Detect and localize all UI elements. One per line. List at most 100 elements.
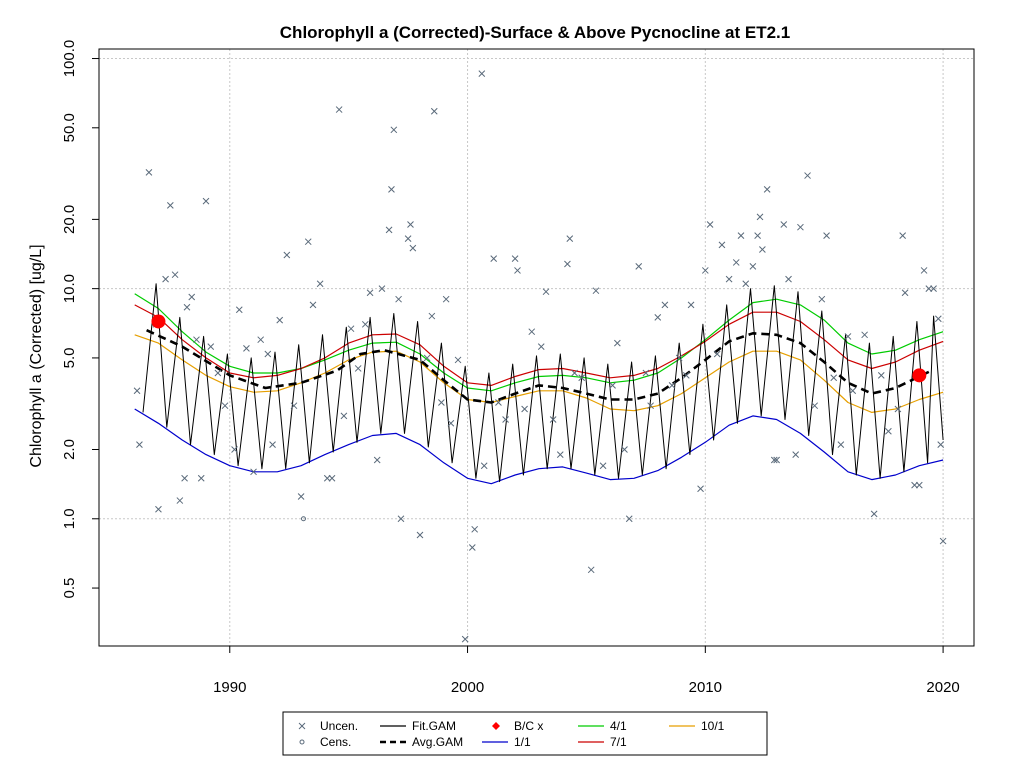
uncensored-point — [937, 441, 945, 448]
legend-label: Uncen. — [320, 719, 358, 733]
uncensored-point — [732, 259, 740, 266]
uncensored-point — [830, 374, 838, 382]
uncensored-point — [283, 251, 291, 259]
uncensored-point — [495, 399, 502, 406]
uncensored-point — [197, 474, 205, 482]
uncensored-point — [939, 537, 947, 545]
uncensored-point — [136, 441, 143, 448]
uncensored-point — [861, 331, 868, 339]
legend-label: 7/1 — [610, 735, 627, 749]
uncensored-point — [304, 238, 312, 246]
uncensored-point — [423, 354, 431, 362]
uncensored-point — [759, 246, 766, 253]
legend-label: Avg.GAM — [412, 735, 463, 749]
uncensored-point — [468, 544, 476, 551]
series-line-fit-gam — [142, 283, 944, 483]
uncensored-point — [454, 356, 462, 364]
y-tick-label: 50.0 — [61, 113, 78, 142]
legend-item-avg-gam: Avg.GAM — [380, 735, 463, 749]
uncensored-point — [145, 169, 153, 176]
legend-item-pct-1-1: 1/1 — [482, 735, 531, 749]
uncensored-point — [447, 419, 455, 427]
uncensored-point — [647, 402, 654, 410]
uncensored-point — [668, 382, 676, 389]
uncensored-point — [514, 267, 521, 274]
uncensored-point — [625, 515, 633, 523]
uncensored-point — [188, 293, 196, 301]
uncensored-point — [193, 336, 200, 344]
uncensored-point — [542, 288, 550, 296]
uncensored-point — [309, 301, 317, 309]
uncensored-point — [155, 505, 162, 513]
uncensored-point — [428, 312, 436, 320]
uncensored-point — [899, 232, 907, 239]
uncensored-point — [416, 531, 424, 539]
uncensored-point — [290, 402, 298, 410]
uncensored-point — [133, 387, 141, 395]
bc-point — [912, 368, 927, 383]
series-line-pct-10-1 — [134, 334, 944, 413]
y-tick-label: 1.0 — [61, 508, 78, 529]
uncensored-point — [818, 295, 826, 303]
uncensored-point — [166, 202, 174, 209]
uncensored-point — [385, 226, 393, 234]
uncensored-point — [849, 387, 857, 395]
legend-symbol — [299, 739, 305, 745]
bc-point — [151, 314, 166, 329]
uncensored-point — [713, 350, 721, 358]
uncensored-point — [480, 462, 488, 470]
uncensored-point — [718, 241, 726, 249]
series-line-pct-7-1 — [134, 304, 944, 386]
legend-item-censored: Cens. — [299, 735, 351, 749]
uncensored-point — [592, 287, 600, 295]
legend-box — [282, 711, 768, 756]
uncensored-point — [323, 474, 331, 482]
uncensored-point — [395, 295, 402, 303]
uncensored-point — [556, 451, 564, 458]
uncensored-point — [566, 235, 574, 242]
uncensored-point — [770, 456, 778, 464]
uncensored-point — [811, 402, 819, 410]
uncensored-point — [471, 525, 479, 533]
uncensored-point — [407, 221, 414, 228]
uncensored-point — [537, 343, 545, 350]
uncensored-point — [920, 267, 928, 274]
uncensored-point — [797, 223, 804, 231]
uncensored-point — [430, 107, 438, 115]
x-tick-label: 2010 — [689, 679, 722, 696]
y-tick-label: 10.0 — [61, 274, 78, 303]
uncensored-point — [214, 369, 222, 377]
uncensored-point — [763, 186, 771, 193]
legend-item-uncensored: Uncen. — [298, 719, 358, 733]
uncensored-point — [390, 126, 398, 134]
grid — [99, 49, 974, 646]
legend-item-pct-7-1: 7/1 — [578, 735, 627, 749]
series-line-avg-gam — [146, 329, 932, 404]
uncensored-point — [844, 333, 852, 340]
uncensored-point — [243, 345, 250, 352]
uncensored-point — [613, 339, 621, 347]
uncensored-point — [276, 316, 284, 324]
uncensored-point — [773, 456, 781, 464]
series-lines — [134, 283, 944, 485]
uncensored-point — [347, 325, 355, 333]
uncensored-point — [202, 197, 210, 205]
uncensored-point — [635, 262, 643, 270]
legend-label: 4/1 — [610, 719, 627, 733]
uncensored-point — [528, 328, 536, 336]
uncensored-point — [564, 260, 571, 268]
uncensored-point — [792, 451, 800, 458]
uncensored-point — [885, 427, 892, 435]
y-tick-label: 2.0 — [61, 439, 78, 460]
uncensored-point — [181, 474, 188, 482]
uncensored-point — [749, 262, 757, 270]
uncensored-point — [388, 186, 395, 193]
legend-label: 1/1 — [514, 735, 531, 749]
data-points — [133, 70, 947, 643]
legend-label: 10/1 — [701, 719, 725, 733]
uncensored-point — [373, 456, 381, 464]
uncensored-point — [397, 515, 405, 523]
uncensored-point — [257, 336, 265, 344]
uncensored-point — [478, 70, 486, 77]
